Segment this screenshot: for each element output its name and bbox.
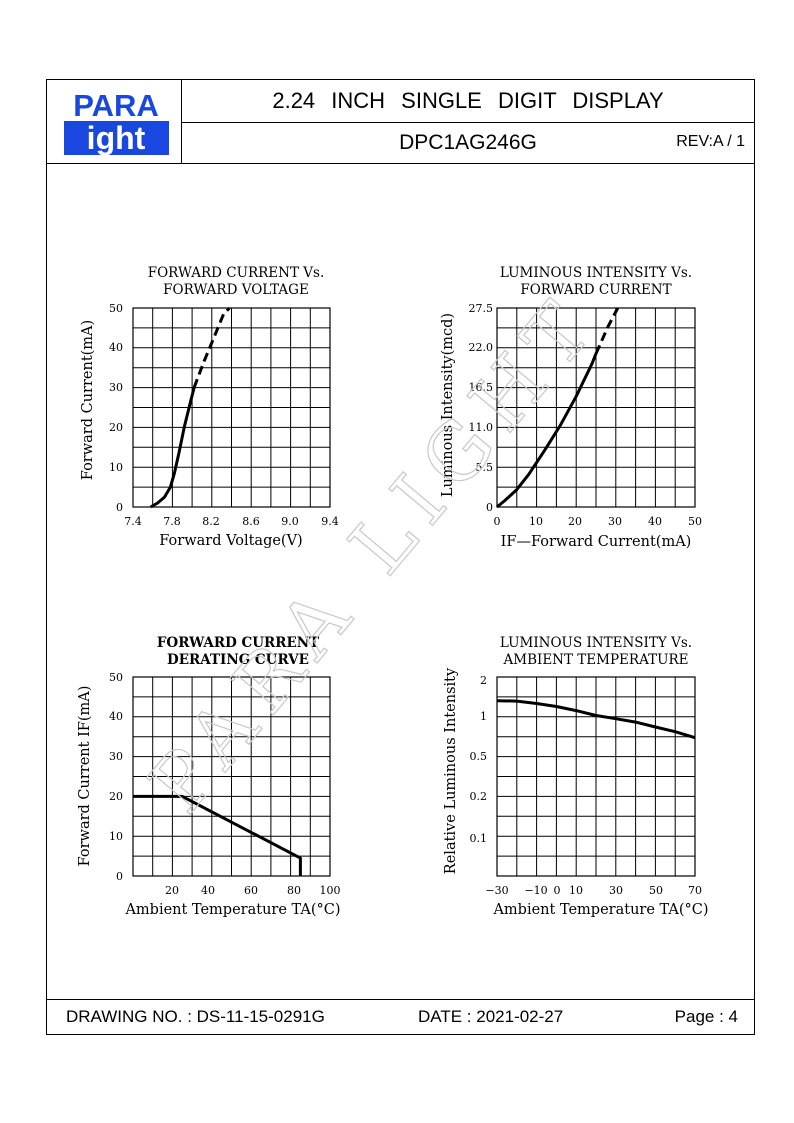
x-tick-label: 10 (569, 884, 583, 897)
y-tick-label: 40 (109, 710, 123, 723)
y-tick-label: 10 (109, 461, 123, 474)
chart-title-line: FORWARD VOLTAGE (163, 282, 309, 298)
x-tick-label: 7.8 (163, 515, 181, 528)
y-tick-label: 5.5 (476, 461, 494, 474)
x-tick-label: 50 (688, 515, 702, 528)
document-title: 2.24 INCH SINGLE DIGIT DISPLAY (182, 80, 754, 123)
x-tick-label: 9.0 (281, 515, 299, 528)
x-tick-label: 9.4 (321, 515, 339, 528)
y-tick-label: 22.0 (469, 341, 494, 354)
x-axis-label: IF—Forward Current(mA) (501, 534, 692, 550)
datasheet-frame: PARA ight 2.24 INCH SINGLE DIGIT DISPLAY… (46, 79, 755, 1035)
logo-cell: PARA ight (47, 80, 182, 164)
date: DATE : 2021-02-27 (418, 1007, 564, 1026)
x-tick-label: 20 (165, 884, 179, 897)
x-axis-label: Ambient Temperature TA(°C) (124, 902, 340, 918)
part-number: DPC1AG246G (399, 131, 537, 154)
drawing-number: DRAWING NO. : DS-11-15-0291G (66, 1007, 325, 1026)
x-tick-label: 70 (688, 884, 702, 897)
x-tick-label: 8.2 (202, 515, 220, 528)
x-tick-label: 40 (201, 884, 215, 897)
chart-title-line: AMBIENT TEMPERATURE (503, 652, 689, 668)
series-line (133, 794, 302, 876)
y-tick-label: 0 (486, 501, 493, 514)
x-tick-label: 0 (554, 884, 561, 897)
footer: DRAWING NO. : DS-11-15-0291G DATE : 2021… (47, 999, 754, 1034)
x-tick-label: 20 (568, 515, 582, 528)
chart-1: FORWARD CURRENT Vs.FORWARD VOLTAGE 7.4 7.8… (80, 265, 339, 549)
y-tick-label: 11.0 (469, 421, 494, 434)
chart-title-line: FORWARD CURRENT (157, 635, 319, 651)
x-tick-label: 80 (287, 884, 301, 897)
x-tick-label: 100 (320, 884, 341, 897)
x-tick-label: 30 (608, 515, 622, 528)
chart-title-line: DERATING CURVE (167, 652, 309, 668)
y-tick-label: 27.5 (469, 302, 494, 315)
y-tick-label: 20 (109, 421, 123, 434)
y-tick-label: 0.2 (470, 790, 488, 803)
revision: REV:A / 1 (676, 133, 745, 150)
x-tick-label: −30 (485, 884, 508, 897)
x-axis-label: Ambient Temperature TA(°C) (492, 902, 708, 918)
y-tick-label: 0.5 (470, 750, 488, 763)
x-tick-label: 8.6 (242, 515, 260, 528)
series-line-dashed (192, 306, 231, 389)
chart-title-line: LUMINOUS INTENSITY Vs. (500, 265, 692, 281)
para-light-logo: PARA ight (60, 87, 173, 157)
x-tick-label: 0 (494, 515, 501, 528)
y-tick-label: 0 (116, 501, 123, 514)
chart-title-line: LUMINOUS INTENSITY Vs. (500, 635, 692, 651)
y-tick-label: 0.1 (470, 832, 488, 845)
x-axis-label: Forward Voltage(V) (159, 533, 302, 549)
x-tick-label: −10 (524, 884, 547, 897)
y-tick-label: 50 (109, 671, 123, 684)
y-axis-label: Forward Current IF(mA) (77, 686, 93, 867)
y-tick-label: 0 (116, 870, 123, 883)
y-axis-label: Relative Luminous Intensity (443, 667, 459, 874)
x-tick-label: 60 (244, 884, 258, 897)
x-tick-label: 40 (648, 515, 662, 528)
x-tick-label: 10 (529, 515, 543, 528)
y-tick-label: 2 (480, 674, 487, 687)
x-tick-label: 50 (649, 884, 663, 897)
y-tick-label: 30 (109, 750, 123, 763)
chart-2: LUMINOUS INTENSITY Vs.FORWARD CURRENT 0 10… (440, 265, 702, 550)
series-line (149, 387, 196, 509)
plot-frame (496, 307, 696, 508)
y-tick-label: 20 (109, 790, 123, 803)
page-number: Page : 4 (674, 1007, 738, 1026)
y-tick-label: 1 (480, 710, 487, 723)
y-tick-label: 16.5 (469, 381, 494, 394)
logo-top-text: PARA (73, 88, 159, 123)
x-tick-label: 30 (609, 884, 623, 897)
series-line-dashed (594, 307, 620, 355)
chart-title-line: FORWARD CURRENT Vs. (148, 265, 325, 281)
series-line (496, 699, 696, 740)
y-tick-label: 40 (109, 341, 123, 354)
plot-frame (132, 307, 331, 508)
y-tick-label: 30 (109, 381, 123, 394)
series-line (496, 353, 598, 509)
chart-4: LUMINOUS INTENSITY Vs.AMBIENT TEMPERATUR… (443, 635, 709, 918)
y-axis-label: Forward Current(mA) (80, 320, 96, 480)
plot-frame (132, 676, 331, 877)
part-row: DPC1AG246G REV:A / 1 (182, 123, 754, 164)
y-tick-label: 50 (109, 302, 123, 315)
y-tick-label: 10 (109, 830, 123, 843)
plot-frame (496, 676, 696, 877)
logo-bottom-text: ight (87, 120, 146, 156)
chart-title-line: FORWARD CURRENT (520, 282, 671, 298)
x-tick-label: 7.4 (124, 515, 142, 528)
y-axis-label: Luminous Intensity(mcd) (440, 313, 456, 497)
